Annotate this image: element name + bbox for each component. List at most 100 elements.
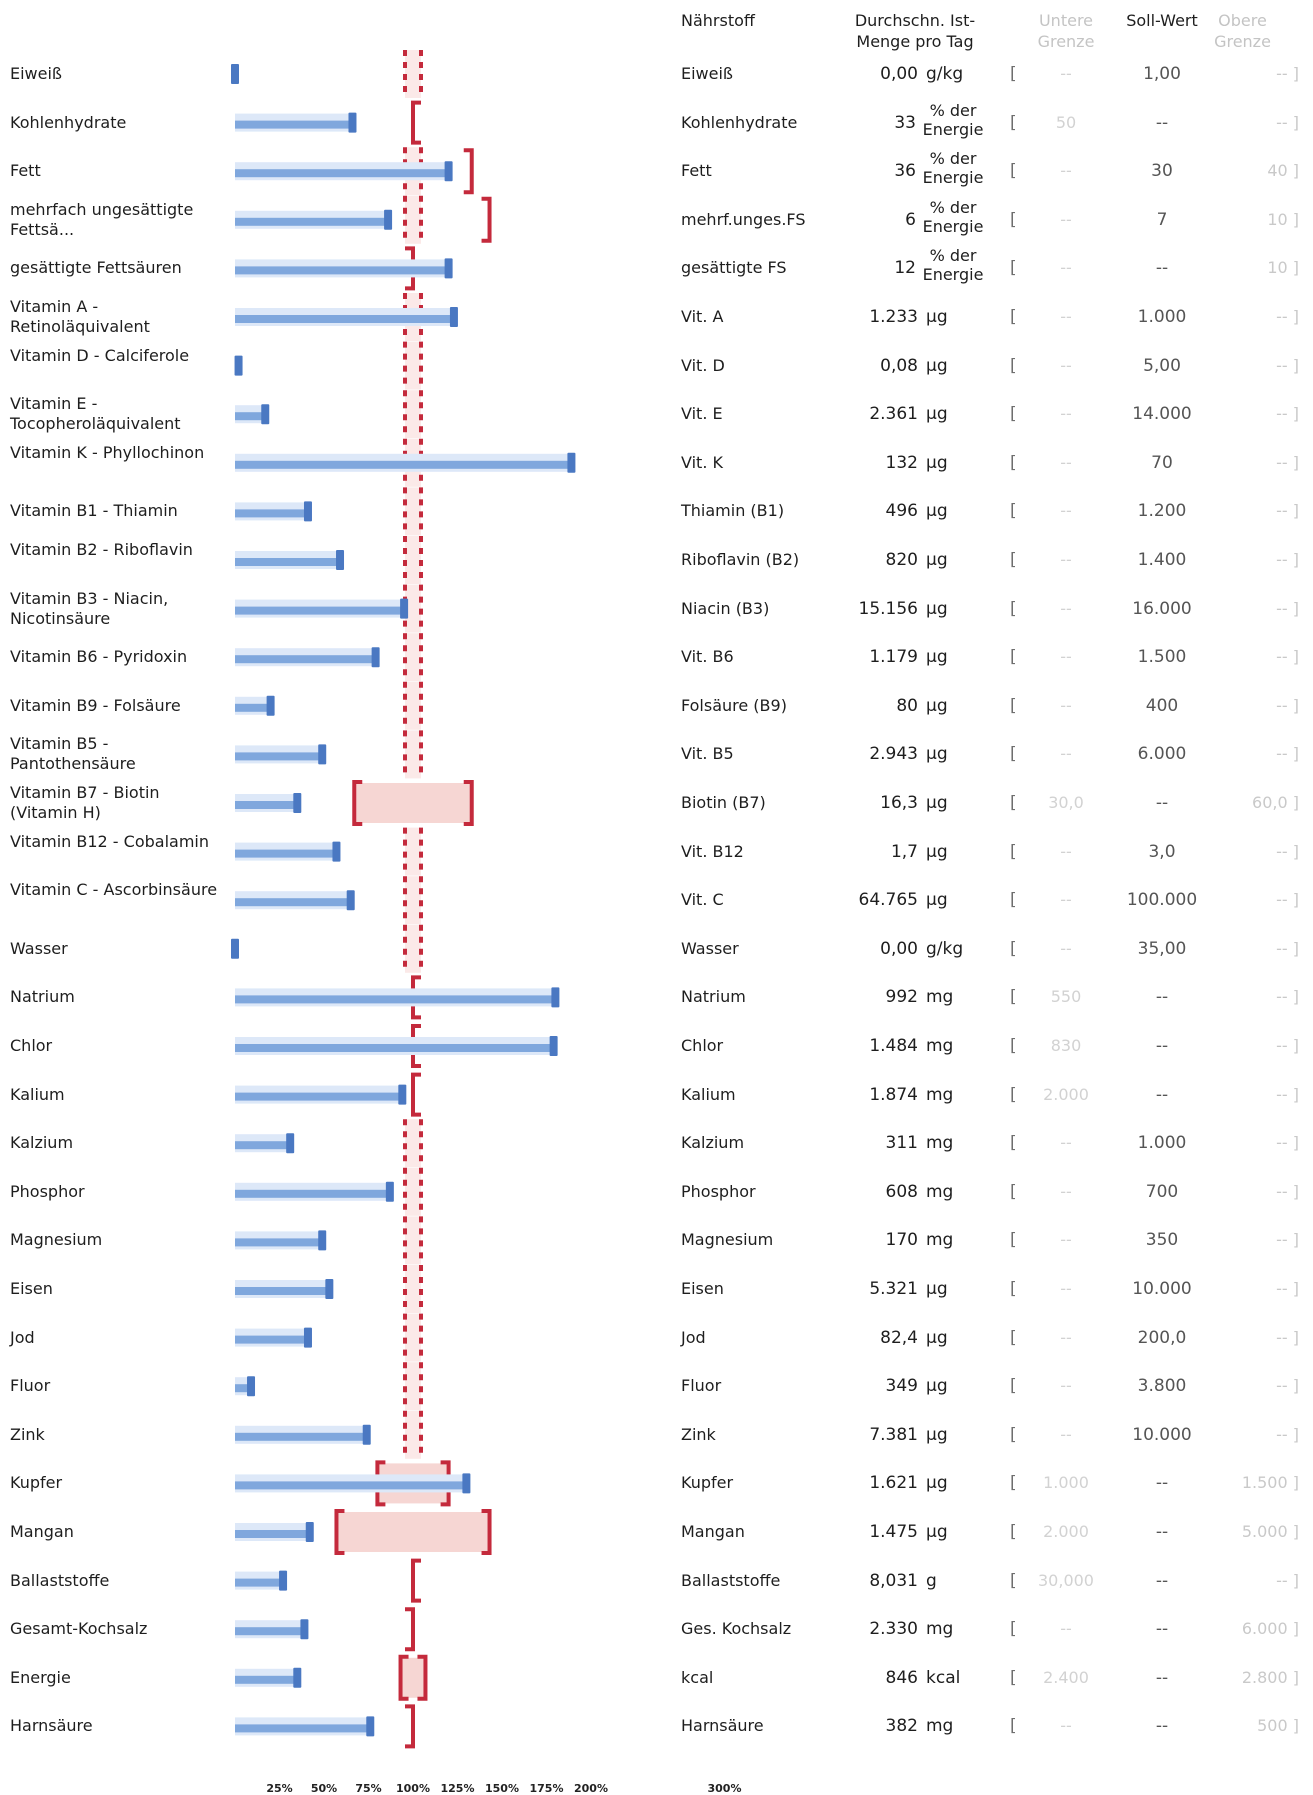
upper-limit: -- ] [1276, 1181, 1299, 1201]
ist-unit: mg [926, 1036, 954, 1056]
nutrient-name: Gesamt-Kochsalz [10, 1619, 148, 1639]
bracket-open: [ [1010, 209, 1017, 230]
nutrient-short-name: Vit. D [681, 355, 725, 375]
nutrient-name: Vitamin B7 - Biotin (Vitamin H) [10, 783, 160, 822]
nutrient-name: gesättigte Fettsäuren [10, 258, 182, 278]
ist-amount: 349 [885, 1376, 918, 1397]
value-bar-core [235, 1530, 310, 1538]
ist-amount: 7.381 [869, 1424, 918, 1445]
lower-limit: -- [1060, 1327, 1072, 1347]
value-marker [231, 64, 239, 84]
upper-limit: -- ] [1276, 1036, 1299, 1055]
ist-amount: 2.330 [869, 1619, 918, 1640]
value-marker [332, 841, 341, 862]
value-bar-core [235, 1481, 467, 1490]
target-range [354, 783, 472, 823]
value-bar-core [235, 1384, 252, 1393]
nutrient-short-name: Vit. E [681, 404, 723, 424]
upper-limit: -- ] [1276, 307, 1299, 326]
lower-limit: 2.000 [1043, 1084, 1089, 1104]
ist-amount: 992 [885, 987, 918, 1008]
ist-unit: µg [926, 550, 948, 570]
value-marker [247, 1376, 256, 1397]
upper-limit: -- ] [1276, 1133, 1299, 1153]
ist-amount: 1.484 [869, 1036, 918, 1056]
bracket-open: [ [1010, 1716, 1017, 1737]
nutrient-name: Mangan [10, 1522, 74, 1541]
nutrient-short-name: Zink [681, 1424, 716, 1444]
lower-limit: -- [1060, 890, 1072, 910]
bracket-open: [ [1010, 1570, 1017, 1591]
nutrient-name: Vitamin B1 - Thiamin [10, 501, 178, 521]
upper-limit-bracket [463, 148, 474, 195]
value-bar-core [235, 801, 298, 809]
ist-unit: µg [926, 501, 948, 522]
ist-amount: 64.765 [858, 890, 918, 911]
value-marker [318, 1230, 327, 1251]
lower-limit: 550 [1050, 987, 1082, 1007]
soll-value: -- [1155, 112, 1169, 133]
ist-amount: 8,031 [869, 1570, 918, 1591]
header-soll-wert: Soll-Wert [1126, 11, 1198, 30]
nutrient-short-name: kcal [681, 1667, 714, 1687]
bracket-open: [ [1010, 307, 1017, 327]
lower-limit: 50 [1055, 112, 1077, 132]
header-naehrstoff: Nährstoff [681, 11, 755, 30]
soll-value: 400 [1145, 695, 1179, 716]
soll-value: 35,00 [1137, 938, 1187, 959]
x-tick-label: 100% [396, 1782, 430, 1795]
value-marker [462, 1473, 471, 1494]
nutrient-name: Vitamin B5 - Pantothensäure [10, 734, 136, 774]
soll-value: 1.200 [1137, 501, 1187, 522]
bracket-open: [ [1010, 1376, 1017, 1397]
soll-value: 30 [1151, 161, 1173, 182]
value-marker [400, 598, 409, 619]
lower-limit: -- [1060, 258, 1072, 278]
value-bar-core [235, 703, 271, 712]
nutrient-name: Wasser [10, 938, 68, 958]
lower-limit: -- [1060, 404, 1072, 424]
upper-limit: -- ] [1276, 355, 1299, 375]
ist-unit: mg [926, 1084, 954, 1105]
lower-limit: -- [1060, 1230, 1072, 1250]
ist-unit: µg [926, 793, 948, 813]
upper-limit: -- ] [1276, 890, 1299, 910]
value-bar-core [235, 1627, 305, 1636]
lower-limit: 30,0 [1048, 793, 1084, 812]
bracket-open: [ [1010, 744, 1017, 765]
value-marker [303, 1327, 312, 1348]
soll-value: 1.000 [1137, 307, 1187, 327]
soll-value: 3.800 [1137, 1376, 1187, 1397]
soll-value: 350 [1145, 1230, 1179, 1251]
upper-limit: -- ] [1276, 598, 1299, 618]
soll-value: 1.500 [1137, 647, 1187, 668]
bracket-open: [ [1010, 452, 1017, 473]
lower-limit: -- [1060, 452, 1072, 472]
lower-limit: -- [1060, 1716, 1072, 1736]
target-band [405, 876, 421, 925]
value-bar-core [235, 1092, 403, 1101]
soll-value: 3,0 [1148, 841, 1176, 862]
target-band [405, 827, 421, 876]
value-bar-core [235, 655, 376, 664]
bracket-open: [ [1010, 1667, 1017, 1688]
nutrient-short-name: Folsäure (B9) [681, 695, 787, 715]
value-marker [449, 307, 458, 327]
bracket-open: [ [1010, 258, 1017, 279]
lower-limit: -- [1060, 501, 1072, 521]
lower-limit: -- [1060, 1279, 1072, 1298]
ist-amount: 1.874 [869, 1084, 918, 1105]
value-marker [318, 744, 327, 765]
nutrient-name: Vitamin D - Calciferole [10, 345, 190, 365]
value-bar-core [235, 169, 449, 178]
value-bar-core [235, 509, 308, 518]
ist-amount: 846 [885, 1667, 918, 1688]
value-marker [444, 161, 453, 182]
ist-unit: % der Energie [922, 100, 984, 139]
value-marker [286, 1133, 295, 1154]
bracket-open: [ [1010, 938, 1017, 959]
lower-limit: -- [1060, 1376, 1072, 1396]
lower-limit: -- [1060, 1619, 1072, 1639]
upper-limit-bracket [463, 780, 474, 826]
ist-unit: µg [926, 647, 948, 668]
